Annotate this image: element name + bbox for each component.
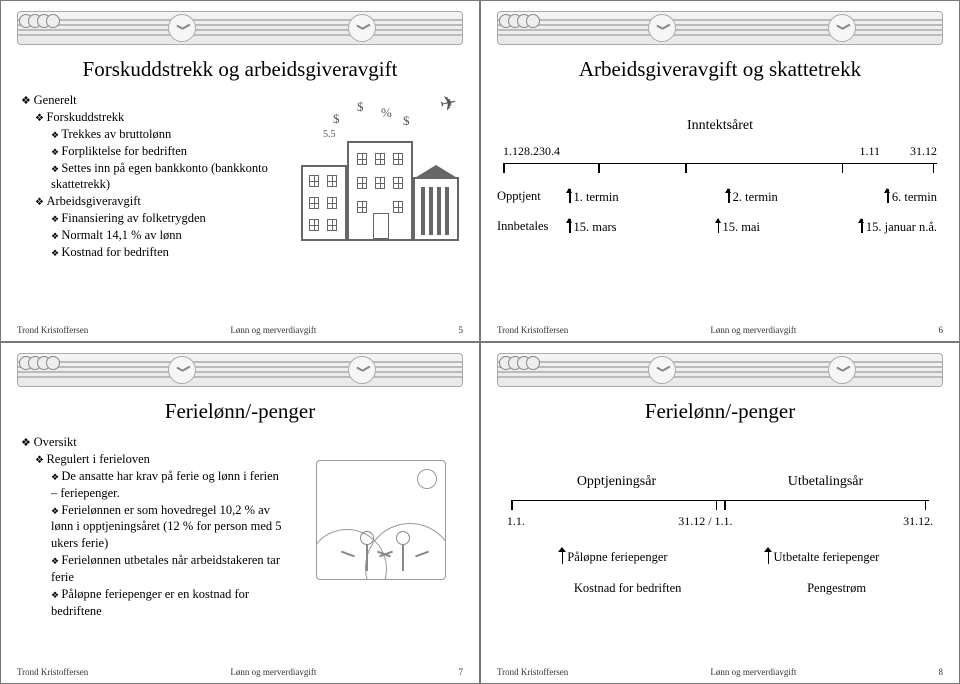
cashflow-label: Pengestrøm xyxy=(807,581,866,596)
date: 31.12 xyxy=(910,144,937,159)
timeline-axis xyxy=(511,500,929,514)
pay-year-label: Utbetalingsår xyxy=(788,474,863,490)
termin: 6. termin xyxy=(892,190,937,204)
footer-subject: Lønn og merverdiavgift xyxy=(230,325,316,335)
footer-author: Trond Kristoffersen xyxy=(17,325,88,335)
opptjent-row: Opptjent 1. termin 2. termin 6. termin xyxy=(497,189,943,205)
s7-b2: Ferielønnen er som hovedregel 10,2 % av … xyxy=(51,502,283,553)
s5-b1: Trekkes av bruttolønn xyxy=(51,126,277,143)
date: 31.12 / 1.1. xyxy=(678,514,732,529)
s7-b1: De ansatte har krav på ferie og lønn i f… xyxy=(51,468,283,502)
slide7-content: Oversikt Regulert i ferieloven De ansatt… xyxy=(17,434,283,620)
paydate: 15. mars xyxy=(574,220,617,234)
s5-h2a: Forskuddstrekk xyxy=(35,109,277,126)
footer-subject: Lønn og merverdiavgift xyxy=(710,325,796,335)
s7-b4: Påløpne feriepenger er en kostnad for be… xyxy=(51,586,283,620)
dollar-icon: $ xyxy=(403,113,410,129)
s7-h1: Oversikt xyxy=(21,434,283,451)
slide6-timeline: Inntektsåret 1.1 28.2 30.4 1.11 31.12 Op… xyxy=(497,118,943,235)
percent-icon: % xyxy=(381,105,392,121)
slide5-content: Generelt Forskuddstrekk Trekkes av brutt… xyxy=(17,92,277,261)
paydate: 15. januar n.å. xyxy=(866,220,937,234)
s5-b2: Forpliktelse for bedriften xyxy=(51,143,277,160)
timeline-dates: 1.1 28.2 30.4 1.11 31.12 xyxy=(497,144,943,163)
slide-banner xyxy=(17,353,463,387)
s7-b3: Ferielønnen utbetales når arbeidstakeren… xyxy=(51,552,283,586)
s5-b3: Settes inn på egen bankkonto (bankkonto … xyxy=(51,160,277,194)
bird-icon: ✈ xyxy=(438,90,460,118)
slide8-title: Ferielønn/-penger xyxy=(497,399,943,424)
building-illustration: ✈ $ $ % $ 5.5 xyxy=(293,91,463,241)
date: 1.11 xyxy=(859,144,880,159)
slide-banner xyxy=(497,353,943,387)
date: 28.2 xyxy=(518,144,539,159)
s5-h1: Generelt xyxy=(21,92,277,109)
date: 30.4 xyxy=(539,144,560,159)
vacation-illustration xyxy=(305,453,455,593)
innbetales-row: Innbetales 15. mars 15. mai 15. januar n… xyxy=(497,219,943,235)
footer-subject: Lønn og merverdiavgift xyxy=(230,667,316,677)
slide5-title: Forskuddstrekk og arbeidsgiveravgift xyxy=(17,57,463,82)
s5-b5: Normalt 14,1 % av lønn xyxy=(51,227,277,244)
timeline-axis xyxy=(503,163,937,175)
s5-b4: Finansiering av folketrygden xyxy=(51,210,277,227)
s5-h2b: Arbeidsgiveravgift xyxy=(35,193,277,210)
slide7-title: Ferielønn/-penger xyxy=(17,399,463,424)
slide-6: Arbeidsgiveravgift og skattetrekk Inntek… xyxy=(480,0,960,342)
footer-author: Trond Kristoffersen xyxy=(17,667,88,677)
date: 31.12. xyxy=(903,514,933,529)
dollar-icon: $ xyxy=(333,111,340,127)
date: 1.1. xyxy=(507,514,525,529)
slide-banner xyxy=(497,11,943,45)
date: 1.1 xyxy=(503,144,518,159)
earn-year-label: Opptjeningsår xyxy=(577,474,656,490)
slide8-timeline: Opptjeningsår Utbetalingsår 1.1. 31.12 /… xyxy=(497,474,943,596)
income-year-label: Inntektsåret xyxy=(497,118,943,134)
footer-author: Trond Kristoffersen xyxy=(497,667,568,677)
row-label: Innbetales xyxy=(497,219,563,234)
paid-label: Utbetalte feriepenger xyxy=(774,550,880,564)
paydate: 15. mai xyxy=(722,220,760,234)
slide7-footer: Trond Kristoffersen Lønn og merverdiavgi… xyxy=(17,667,463,677)
slide5-footer: Trond Kristoffersen Lønn og merverdiavgi… xyxy=(17,325,463,335)
footer-page: 7 xyxy=(458,667,463,677)
slide-banner xyxy=(17,11,463,45)
accrued-label: Påløpne feriepenger xyxy=(567,550,667,564)
footer-page: 8 xyxy=(938,667,943,677)
slide6-title: Arbeidsgiveravgift og skattetrekk xyxy=(497,57,943,82)
termin: 1. termin xyxy=(574,190,619,204)
slide-8: Ferielønn/-penger Opptjeningsår Utbetali… xyxy=(480,342,960,684)
number-icon: 5.5 xyxy=(323,129,336,140)
row-label: Opptjent xyxy=(497,189,563,204)
slide-5: Forskuddstrekk og arbeidsgiveravgift Gen… xyxy=(0,0,480,342)
footer-subject: Lønn og merverdiavgift xyxy=(710,667,796,677)
footer-page: 6 xyxy=(938,325,943,335)
slide-7: Ferielønn/-penger Oversikt Regulert i fe… xyxy=(0,342,480,684)
footer-page: 5 xyxy=(458,325,463,335)
termin: 2. termin xyxy=(733,190,778,204)
s7-h2: Regulert i ferieloven xyxy=(35,451,283,468)
footer-author: Trond Kristoffersen xyxy=(497,325,568,335)
slide6-footer: Trond Kristoffersen Lønn og merverdiavgi… xyxy=(497,325,943,335)
s5-b6: Kostnad for bedriften xyxy=(51,244,277,261)
cost-label: Kostnad for bedriften xyxy=(574,581,682,596)
dollar-icon: $ xyxy=(357,99,364,115)
slide8-footer: Trond Kristoffersen Lønn og merverdiavgi… xyxy=(497,667,943,677)
